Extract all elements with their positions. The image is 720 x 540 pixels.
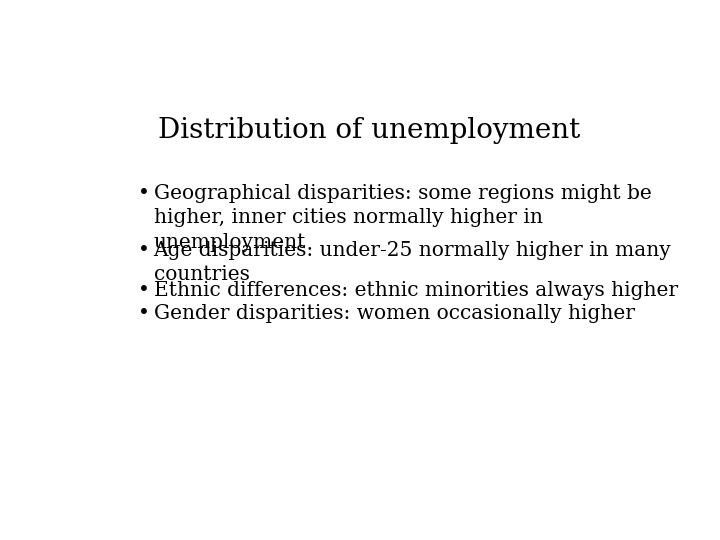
Text: •: • [138,184,150,203]
Text: Gender disparities: women occasionally higher: Gender disparities: women occasionally h… [153,304,634,323]
Text: Distribution of unemployment: Distribution of unemployment [158,117,580,144]
Text: Ethnic differences: ethnic minorities always higher: Ethnic differences: ethnic minorities al… [153,281,678,300]
Text: •: • [138,281,150,300]
Text: Geographical disparities: some regions might be
higher, inner cities normally hi: Geographical disparities: some regions m… [153,184,652,252]
Text: •: • [138,241,150,260]
Text: Age disparities: under-25 normally higher in many
countries: Age disparities: under-25 normally highe… [153,241,671,285]
Text: •: • [138,304,150,323]
